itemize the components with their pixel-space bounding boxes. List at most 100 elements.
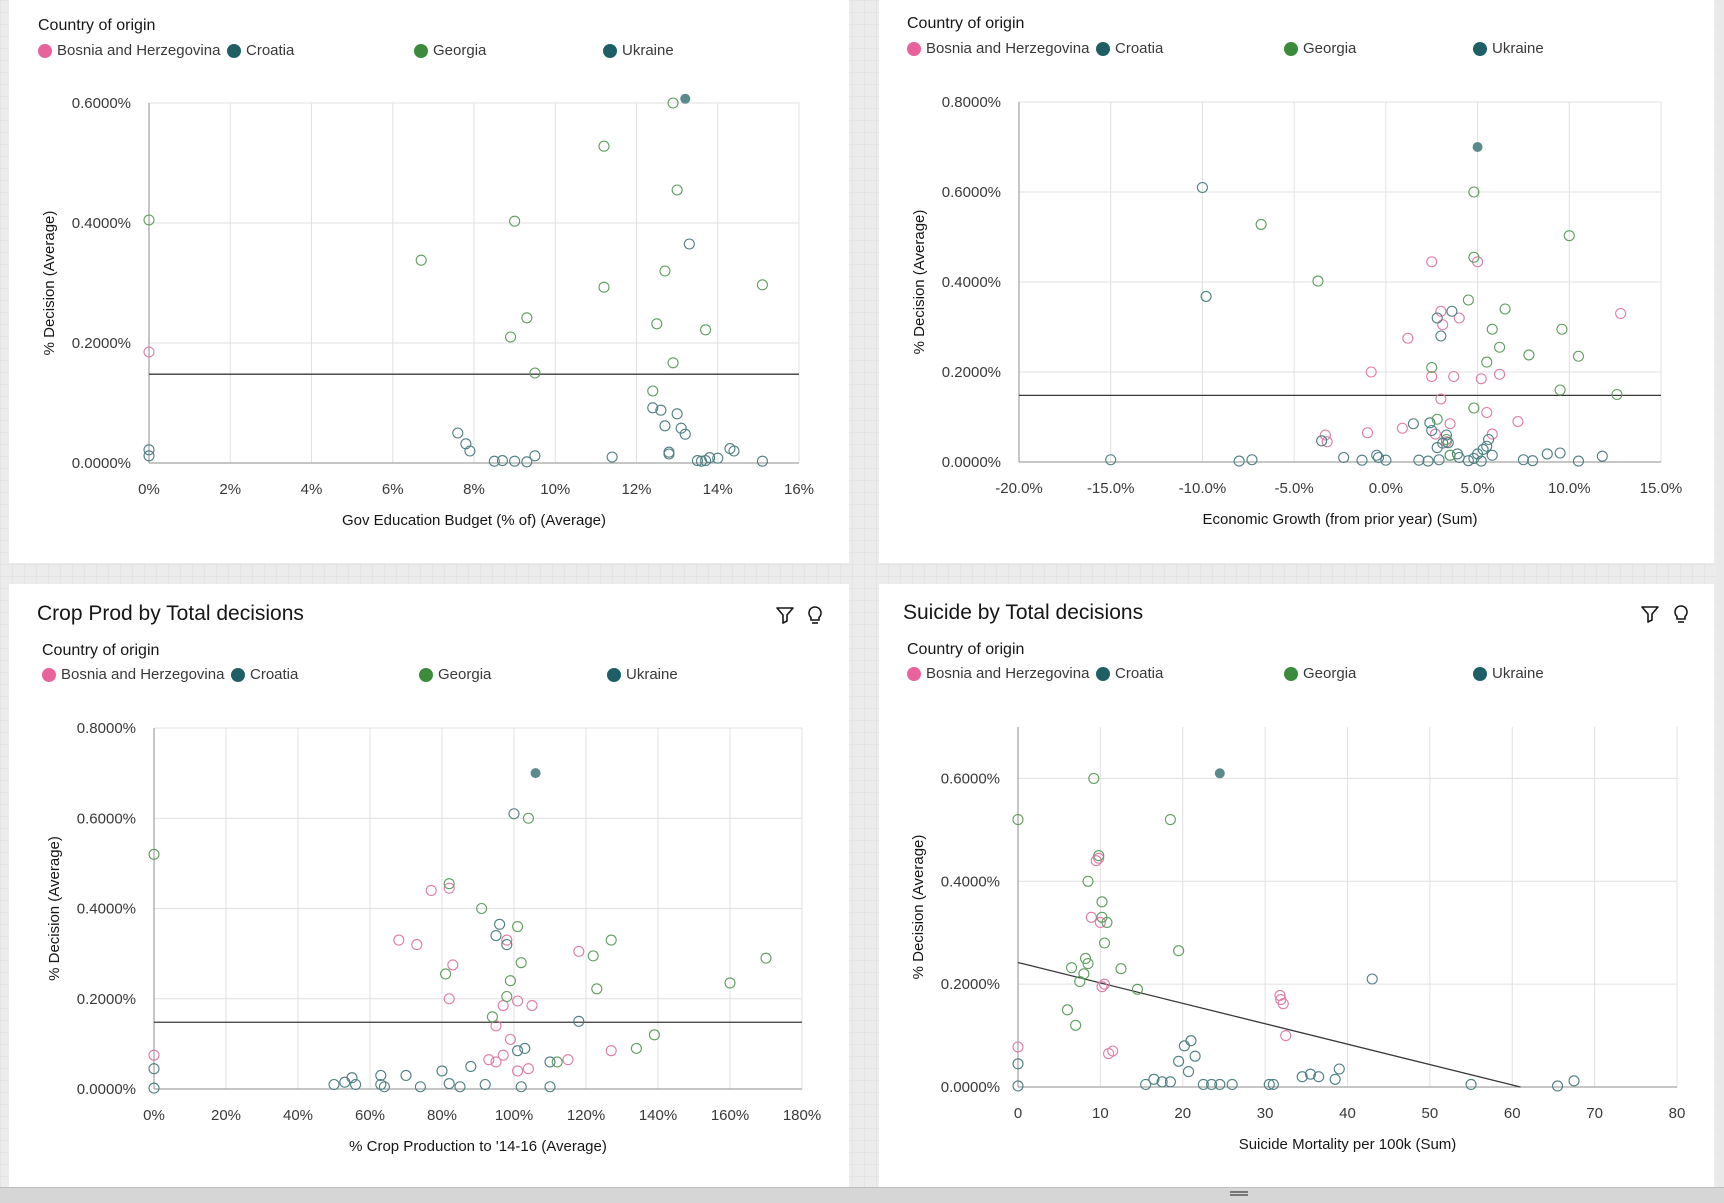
legend-title: Country of origin <box>38 17 156 34</box>
lightbulb-icon[interactable] <box>1670 603 1692 625</box>
legend-item-croatia[interactable]: Croatia <box>231 666 298 683</box>
data-point-croatia <box>436 1065 448 1077</box>
y-tick-label: 0.0000% <box>942 454 1001 471</box>
data-point-georgia <box>1255 218 1267 230</box>
x-tick-label: 15.0% <box>1640 480 1683 497</box>
data-point-bosnia-and-herzegovina <box>497 1049 509 1061</box>
data-point-georgia <box>724 977 736 989</box>
legend-item-croatia[interactable]: Croatia <box>1096 665 1163 682</box>
data-point-croatia <box>671 408 683 420</box>
data-point-bosnia-and-herzegovina <box>1435 305 1447 317</box>
data-point-georgia <box>1572 350 1585 362</box>
legend-item-georgia[interactable]: Georgia <box>414 42 486 59</box>
x-tick-label: 20 <box>1174 1105 1191 1122</box>
filter-icon[interactable] <box>1639 603 1661 625</box>
data-point-georgia <box>651 318 663 330</box>
x-tick-label: 4% <box>301 481 323 498</box>
data-point-georgia <box>1468 251 1480 263</box>
y-tick-label: 0.4000% <box>941 873 1000 890</box>
x-tick-label: 10.0% <box>1548 480 1591 497</box>
data-point-croatia <box>675 422 687 434</box>
legend-dot-georgia <box>1284 41 1298 56</box>
data-point-croatia <box>328 1078 340 1091</box>
x-tick-label: 12% <box>621 481 651 498</box>
data-point-bosnia-and-herzegovina <box>573 945 585 957</box>
x-tick-label: 100% <box>495 1107 533 1124</box>
legend-item-bosnia[interactable]: Bosnia and Herzegovina <box>907 40 1089 57</box>
data-point-croatia <box>1329 1073 1341 1085</box>
legend-item-ukraine[interactable]: Ukraine <box>607 666 678 683</box>
data-point-georgia <box>1611 388 1623 401</box>
data-point-croatia <box>529 450 541 462</box>
y-tick-label: 0.0000% <box>941 1079 1000 1096</box>
resize-handle[interactable] <box>1230 1191 1248 1196</box>
data-point-georgia <box>501 990 513 1003</box>
data-point-bosnia-and-herzegovina <box>1093 852 1105 864</box>
data-point-georgia <box>1012 814 1024 826</box>
data-point-croatia <box>378 1081 390 1093</box>
data-point-bosnia-and-herzegovina <box>1435 393 1447 405</box>
legend-item-ukraine[interactable]: Ukraine <box>1473 665 1544 682</box>
y-tick-label: 0.2000% <box>77 991 136 1008</box>
legend-item-bosnia[interactable]: Bosnia and Herzegovina <box>38 42 220 59</box>
y-tick-label: 0.2000% <box>941 976 1000 993</box>
data-point-bosnia-and-herzegovina <box>1090 855 1102 867</box>
legend-item-georgia[interactable]: Georgia <box>1284 40 1356 57</box>
scatter-chart-crop: 0% 20% 40% 60% 80% 100% 120% 140% 160% 180% 0.0000… <box>46 720 821 1155</box>
data-point-croatia <box>1164 1076 1176 1088</box>
legend-item-georgia[interactable]: Georgia <box>419 666 491 683</box>
legend-item-ukraine[interactable]: Ukraine <box>1473 40 1544 57</box>
data-point-georgia <box>630 1042 642 1054</box>
data-point-bosnia-and-herzegovina <box>1085 911 1097 923</box>
legend-item-georgia[interactable]: Georgia <box>1284 665 1356 682</box>
data-point-croatia <box>712 452 724 464</box>
data-point-georgia <box>647 385 659 397</box>
vertical-scrollbar[interactable] <box>1716 0 1724 1187</box>
data-point-bosnia-and-herzegovina <box>1475 373 1487 385</box>
data-point-croatia <box>509 455 521 467</box>
data-point-georgia <box>1078 968 1090 980</box>
data-point-bosnia-and-herzegovina <box>512 995 524 1007</box>
data-point-croatia <box>1568 1075 1580 1087</box>
legend-dot-georgia <box>1284 666 1298 681</box>
data-point-croatia <box>1304 1068 1316 1080</box>
legend-label: Bosnia and Herzegovina <box>926 665 1090 682</box>
y-tick-label: 0.6000% <box>72 95 131 112</box>
data-point-croatia <box>490 930 502 942</box>
legend-dot-croatia <box>231 667 245 682</box>
data-point-georgia <box>587 950 599 962</box>
data-point-bosnia-and-herzegovina <box>1426 256 1438 268</box>
data-point-croatia <box>1296 1071 1308 1083</box>
data-point-croatia <box>1233 455 1245 467</box>
data-point-georgia <box>1462 294 1474 306</box>
lightbulb-icon[interactable] <box>804 604 826 626</box>
data-point-croatia <box>1178 1040 1190 1052</box>
legend-label: Ukraine <box>622 42 674 59</box>
data-point-croatia <box>1263 1078 1275 1090</box>
data-point-croatia <box>704 452 716 464</box>
legend-label: Croatia <box>1115 40 1164 57</box>
legend-item-croatia[interactable]: Croatia <box>1096 40 1163 57</box>
data-point-croatia <box>465 1060 477 1072</box>
data-point-bosnia-and-herzegovina <box>1437 319 1449 331</box>
legend-item-croatia[interactable]: Croatia <box>227 42 294 59</box>
x-tick-label: 0% <box>138 481 160 498</box>
data-point-croatia <box>1246 454 1258 466</box>
data-point-croatia <box>1148 1073 1160 1085</box>
y-axis-label: % Decision (Average) <box>910 835 927 980</box>
data-point-croatia <box>1338 451 1350 464</box>
data-point-georgia <box>476 902 488 915</box>
y-tick-label: 0.2000% <box>942 364 1001 381</box>
legend-dot-ukraine <box>1473 666 1487 681</box>
legend-item-bosnia[interactable]: Bosnia and Herzegovina <box>42 666 224 683</box>
legend-item-ukraine[interactable]: Ukraine <box>603 42 674 59</box>
data-point-georgia <box>1101 916 1113 928</box>
data-point-georgia <box>1494 341 1506 353</box>
data-point-bosnia-and-herzegovina <box>483 1054 495 1066</box>
legend-item-bosnia[interactable]: Bosnia and Herzegovina <box>907 665 1089 682</box>
x-tick-label: 160% <box>711 1107 749 1124</box>
data-point-georgia <box>1096 896 1108 908</box>
data-point-bosnia-and-herzegovina <box>148 1049 160 1061</box>
legend-dot-bosnia <box>907 666 921 681</box>
filter-icon[interactable] <box>774 604 796 626</box>
